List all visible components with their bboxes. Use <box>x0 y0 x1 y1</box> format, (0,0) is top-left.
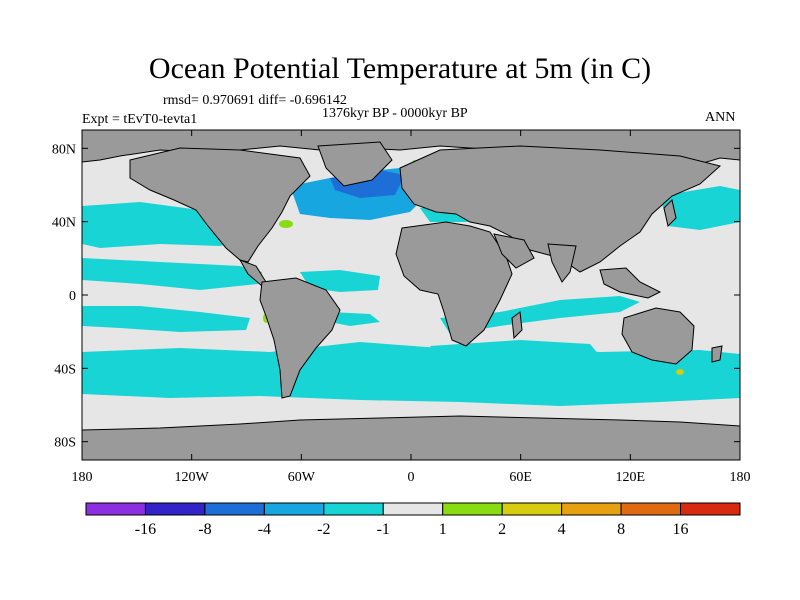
arabia <box>493 233 535 269</box>
y-axis: 80N 40N 0 40S 80S <box>52 142 740 451</box>
y-tick-label: 40N <box>52 216 76 231</box>
australia <box>621 307 695 365</box>
tropical-atlantic-patch <box>300 270 380 292</box>
map-plot-area <box>82 130 740 460</box>
period-label: 1376kyr BP - 0000kyr BP <box>322 106 468 121</box>
antarctica <box>82 415 740 460</box>
southern-ocean-cooling <box>82 342 740 406</box>
maritime-continent <box>599 267 662 299</box>
colorbar-label: 4 <box>558 521 566 538</box>
indian-ocean-cooling <box>440 296 640 334</box>
new-zealand <box>711 345 723 363</box>
x-tick-label: 120E <box>616 470 646 485</box>
map-title: Ocean Potential Temperature at 5m (in C) <box>148 52 652 85</box>
stats-label: rmsd= 0.970691 diff= -0.696142 <box>163 93 347 108</box>
colorbar-label: -4 <box>258 521 271 538</box>
colorbar-swatch <box>382 502 444 516</box>
colorbar-label: 16 <box>673 521 689 538</box>
experiment-label: Expt = tEvT0-tevta1 <box>82 112 198 127</box>
japan <box>663 199 677 227</box>
north-america <box>129 147 311 263</box>
colorbar-label: 1 <box>439 521 447 538</box>
colorbar-swatch <box>620 502 682 516</box>
x-tick-label: 0 <box>408 470 415 485</box>
colorbar-label: 8 <box>617 521 625 538</box>
x-tick-label: 60W <box>288 470 316 485</box>
x-tick-label: 180 <box>730 470 751 485</box>
colorbar-label: -16 <box>135 521 156 538</box>
x-tick-label: 180 <box>72 470 93 485</box>
colorbar-label: -8 <box>198 521 211 538</box>
x-tick-label: 60E <box>509 470 532 485</box>
colorbar-swatch <box>501 502 563 516</box>
colorbar-swatch <box>442 502 503 516</box>
x-tick-label: 120W <box>175 470 210 485</box>
india <box>547 243 577 283</box>
south-atlantic-patch <box>330 312 380 326</box>
colorbar-swatch <box>323 502 384 516</box>
colorbar: -16 -8 -4 -2 -1 1 2 4 8 16 <box>85 502 741 538</box>
colorbar-swatch <box>204 502 265 516</box>
colorbar-label: -2 <box>317 521 330 538</box>
colorbar-swatch <box>144 502 206 516</box>
y-tick-label: 80S <box>54 436 76 451</box>
colorbar-swatch <box>85 502 146 516</box>
greenland <box>317 141 393 187</box>
x-axis: 180 120W 60W 0 60E 120E 180 <box>72 130 751 485</box>
season-label: ANN <box>705 110 736 125</box>
south-indian-band <box>430 340 600 362</box>
land-masses <box>82 130 740 460</box>
gulf-stream-warming <box>279 220 293 228</box>
colorbar-swatch <box>680 502 741 516</box>
south-america <box>259 277 341 399</box>
south-pacific-band <box>82 306 250 332</box>
colorbar-swatch <box>263 502 325 516</box>
colorbar-swatch <box>561 502 622 516</box>
tasman-warming <box>676 369 684 375</box>
africa <box>395 221 513 347</box>
y-tick-label: 0 <box>69 289 76 304</box>
east-pacific-band <box>82 258 262 290</box>
colorbar-label: 2 <box>498 521 506 538</box>
y-tick-label: 80N <box>52 142 76 157</box>
madagascar <box>511 311 523 340</box>
eurasia <box>399 145 722 273</box>
colorbar-label: -1 <box>377 521 390 538</box>
nw-pacific-patch <box>660 186 740 230</box>
y-tick-label: 40S <box>54 362 76 377</box>
arctic-land <box>82 130 740 165</box>
